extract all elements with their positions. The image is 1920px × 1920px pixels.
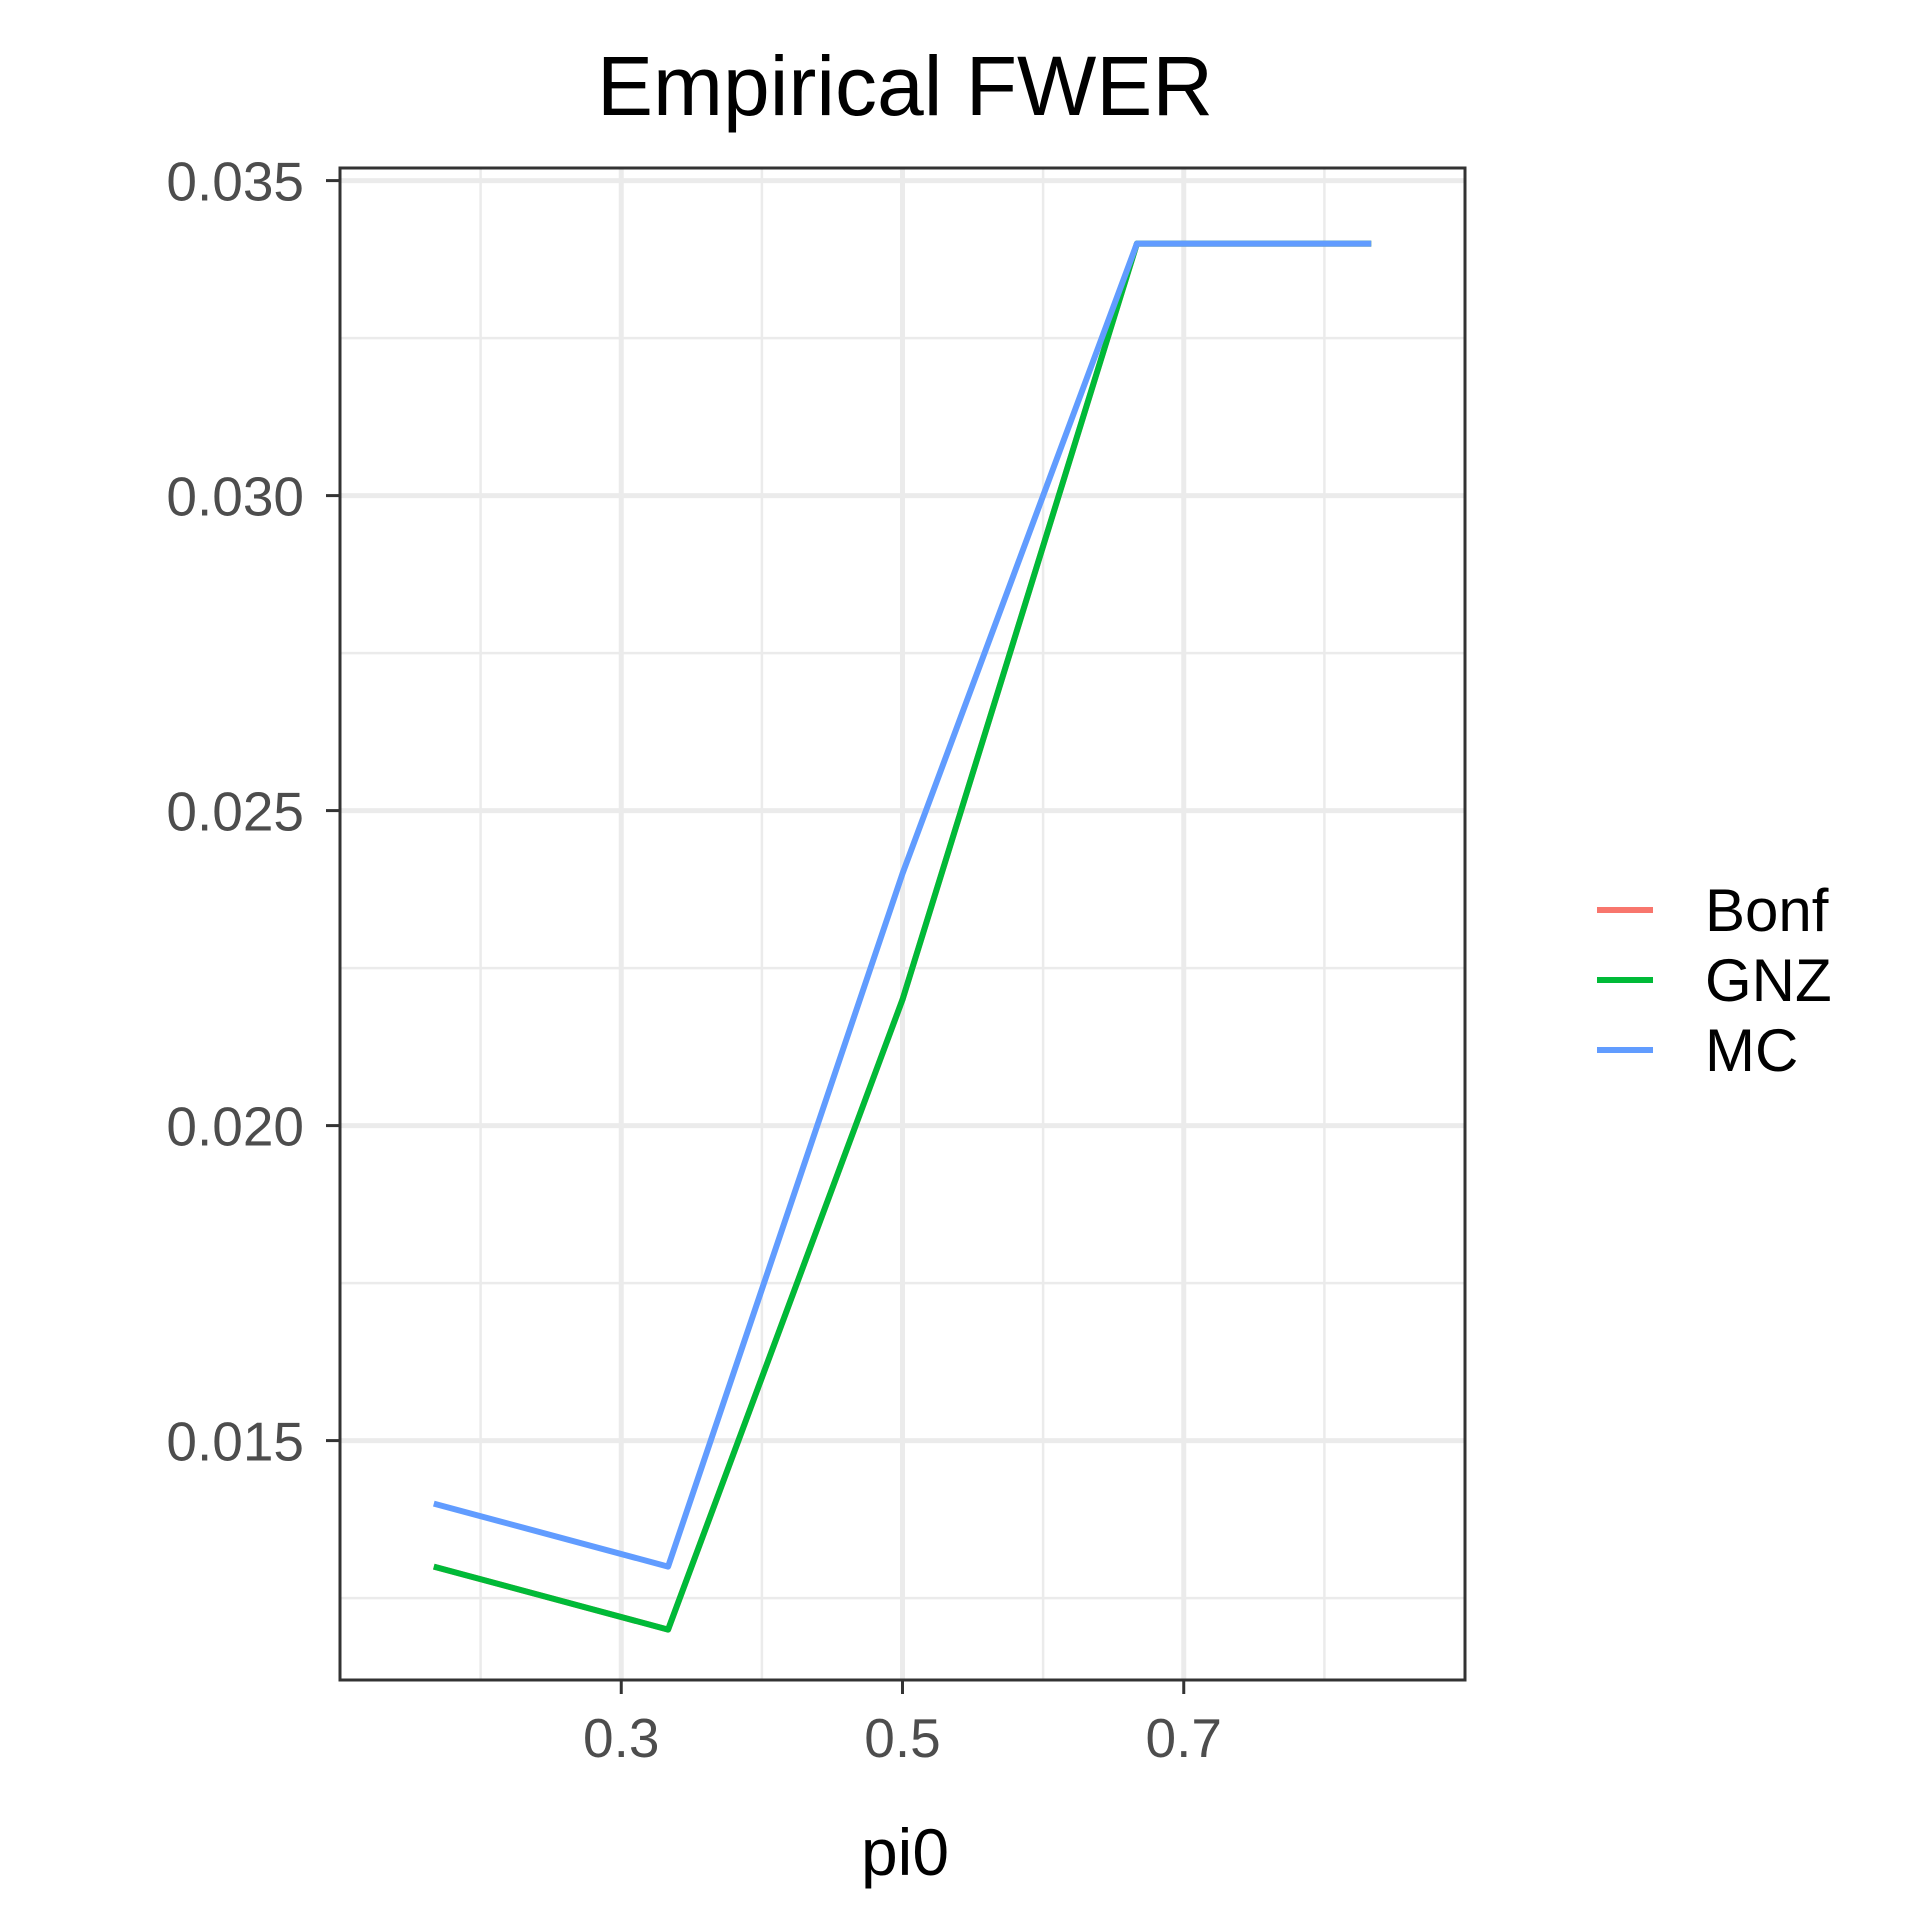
plot-panel [340,168,1465,1680]
x-tick-label: 0.7 [1146,1707,1222,1769]
x-tick-label: 0.3 [583,1707,659,1769]
y-tick-label: 0.025 [166,781,304,843]
x-tick-label: 0.5 [864,1707,940,1769]
legend-label-bonf: Bonf [1705,877,1829,944]
legend-label-mc: MC [1705,1017,1798,1084]
y-tick-label: 0.015 [166,1411,304,1473]
series-layer [433,240,1372,1633]
x-axis-title: pi0 [861,1815,949,1889]
series-line-mc [433,240,1372,1570]
axes-layer: 0.3 0.5 0.7 0.015 0.020 0.025 0.030 0.035 [166,151,1467,1769]
y-tick-label: 0.030 [166,466,304,528]
y-tick-label: 0.020 [166,1096,304,1158]
legend-label-gnz: GNZ [1705,947,1832,1014]
chart-title: Empirical FWER [597,39,1213,133]
y-tick-label: 0.035 [166,151,304,213]
